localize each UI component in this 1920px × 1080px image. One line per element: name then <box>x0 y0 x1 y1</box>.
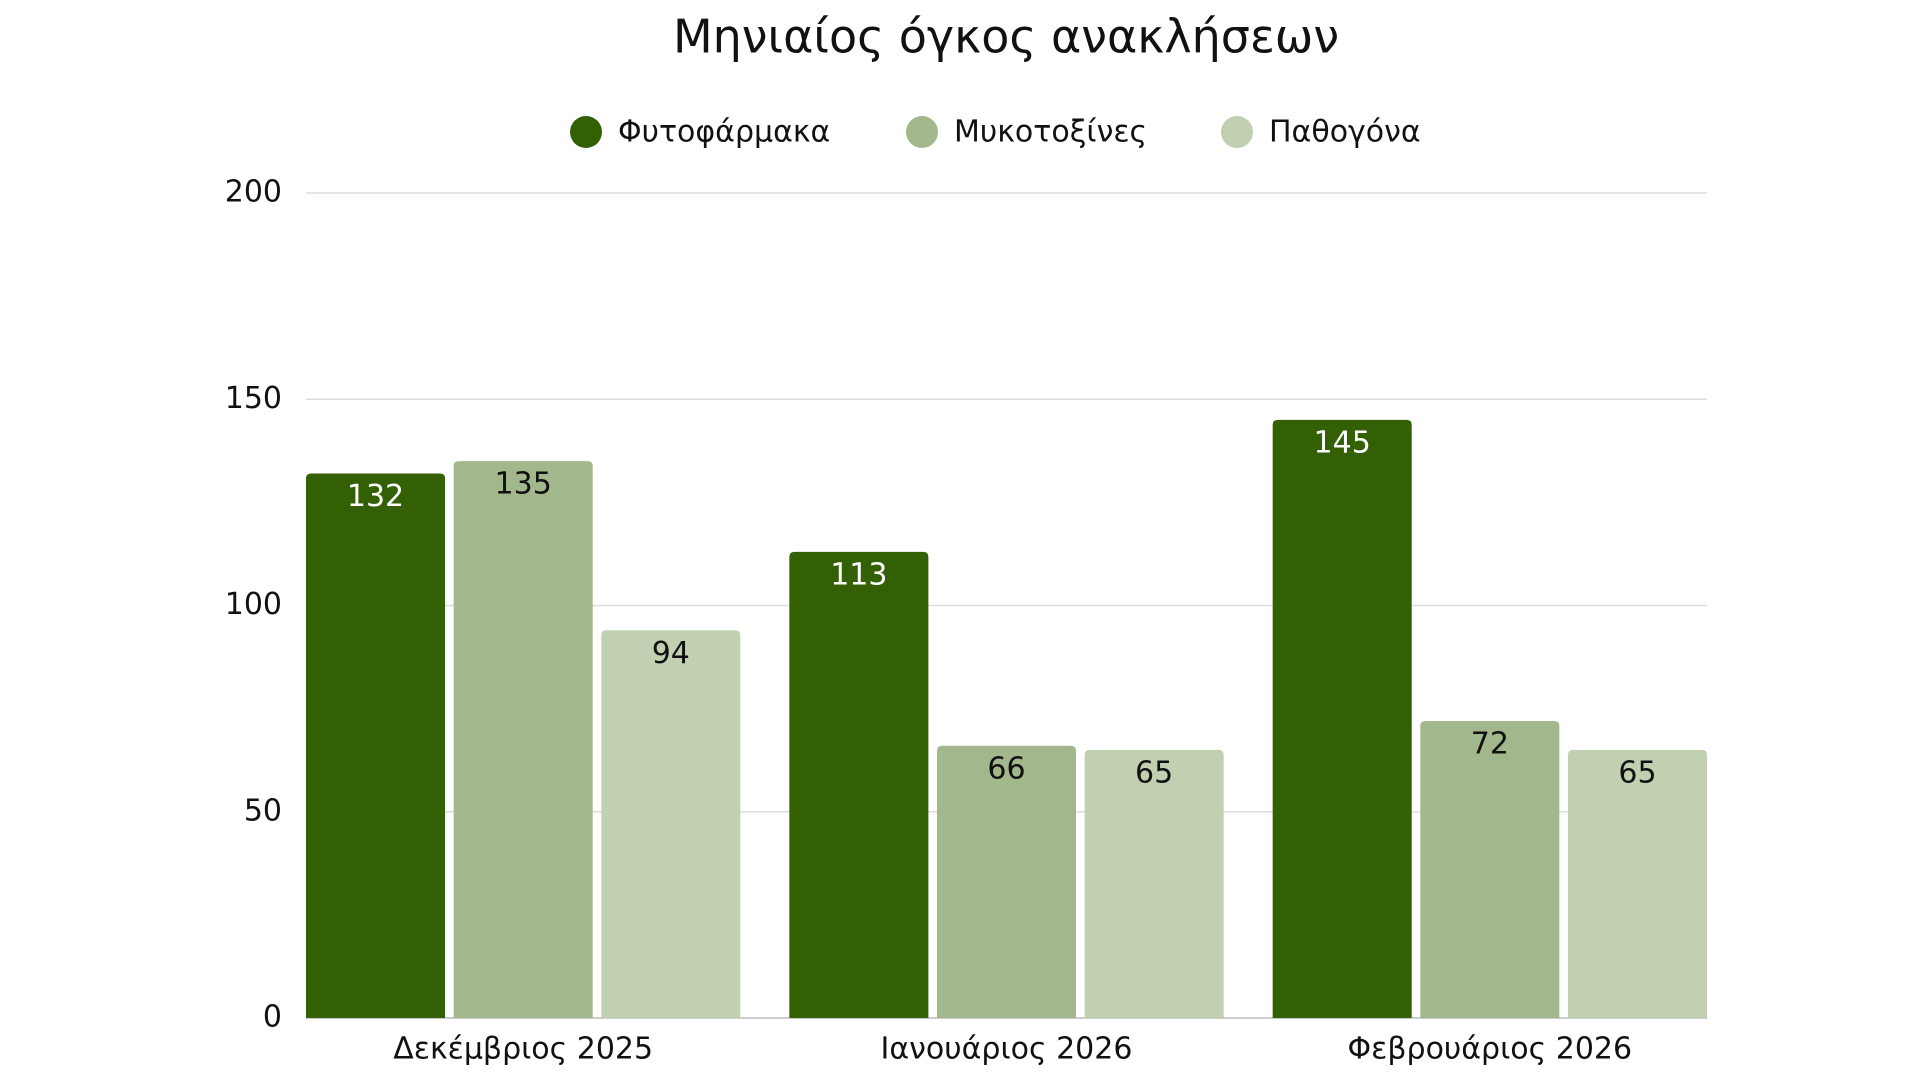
value-label: 66 <box>987 751 1025 786</box>
bar <box>453 461 593 1018</box>
bar <box>1420 721 1560 1018</box>
x-tick-label: Φεβρουάριος 2026 <box>1348 1032 1633 1067</box>
legend-label: Μυκοτοξίνες <box>954 115 1147 150</box>
bar <box>1084 749 1224 1018</box>
bar <box>789 551 929 1018</box>
legend-marker <box>906 116 938 148</box>
y-tick-label: 200 <box>225 175 282 210</box>
bar <box>601 630 741 1018</box>
y-tick-label: 100 <box>225 587 282 622</box>
x-tick-label: Δεκέμβριος 2025 <box>393 1032 653 1067</box>
bar <box>936 745 1077 1018</box>
y-tick-label: 150 <box>225 381 282 416</box>
x-tick-label: Ιανουάριος 2026 <box>881 1032 1133 1067</box>
y-tick-label: 50 <box>244 793 282 828</box>
bar <box>306 473 446 1018</box>
value-label: 135 <box>495 467 552 502</box>
value-label: 132 <box>347 479 404 514</box>
value-label: 65 <box>1135 755 1173 790</box>
value-label: 145 <box>1314 425 1371 460</box>
legend-label: Παθογόνα <box>1269 115 1421 150</box>
legend-marker <box>1221 116 1253 148</box>
value-label: 65 <box>1618 755 1656 790</box>
legend-label: Φυτοφάρμακα <box>618 115 830 150</box>
legend-marker <box>570 116 602 148</box>
value-label: 94 <box>652 636 690 671</box>
value-label: 72 <box>1471 727 1509 762</box>
y-tick-label: 0 <box>263 1000 282 1035</box>
bar <box>1567 749 1707 1018</box>
value-label: 113 <box>830 557 887 592</box>
bar <box>1272 419 1412 1018</box>
chart-title: Μηνιαίος όγκος ανακλήσεων <box>673 10 1339 64</box>
